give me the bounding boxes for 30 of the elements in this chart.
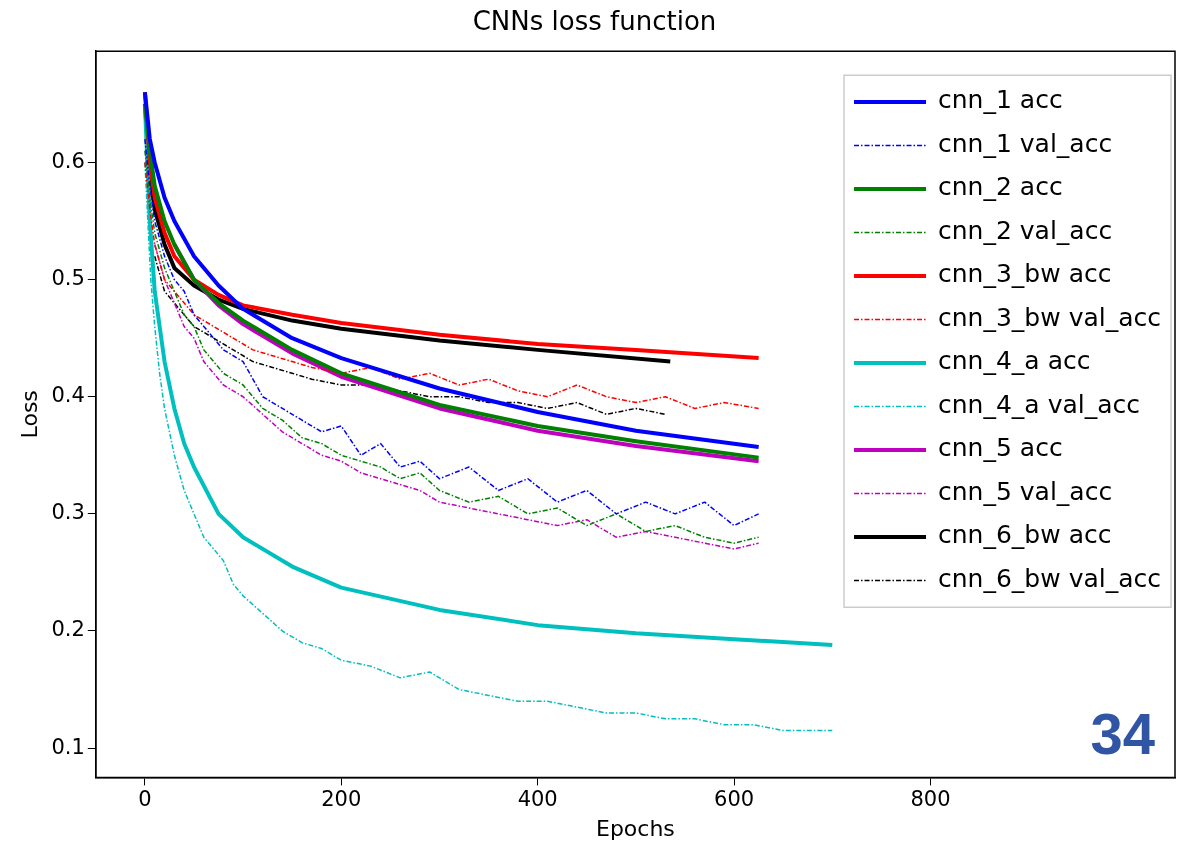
line-series xyxy=(153,243,760,550)
legend-label: cnn_2 val_acc xyxy=(938,215,1113,245)
y-tick-label: 0.4 xyxy=(51,383,85,408)
legend-label: cnn_6_bw val_acc xyxy=(938,563,1162,593)
annotation: 34 xyxy=(1090,701,1155,767)
legend-label: cnn_6_bw acc xyxy=(938,520,1112,550)
y-tick-label: 0.5 xyxy=(51,266,85,291)
legend-label: cnn_2 acc xyxy=(938,172,1063,202)
x-tick-label: 200 xyxy=(321,787,362,812)
legend-label: cnn_1 acc xyxy=(938,85,1063,115)
y-axis-title: Loss xyxy=(16,390,42,439)
y-tick-label: 0.1 xyxy=(51,734,85,759)
x-tick-label: 0 xyxy=(138,787,152,812)
legend-label: cnn_5 acc xyxy=(938,433,1063,463)
y-tick-label: 0.6 xyxy=(51,148,85,173)
legend-label: cnn_1 val_acc xyxy=(938,128,1113,158)
x-tick-label: 600 xyxy=(714,787,755,812)
line-series xyxy=(144,161,760,410)
legend-label: cnn_3_bw val_acc xyxy=(938,302,1162,332)
legend-label: cnn_3_bw acc xyxy=(938,259,1112,289)
chart-title: CNNs loss function xyxy=(472,6,717,37)
legend-label: cnn_4_a val_acc xyxy=(938,389,1141,419)
y-tick-label: 0.2 xyxy=(51,617,85,642)
legend-label: cnn_5 val_acc xyxy=(938,476,1113,506)
x-tick-label: 800 xyxy=(910,787,951,812)
x-axis-title: Epochs xyxy=(595,815,675,841)
line-series xyxy=(153,255,667,416)
y-tick-label: 0.3 xyxy=(51,500,85,525)
x-tick-label: 400 xyxy=(517,787,558,812)
legend-label: cnn_4_a acc xyxy=(938,346,1091,376)
